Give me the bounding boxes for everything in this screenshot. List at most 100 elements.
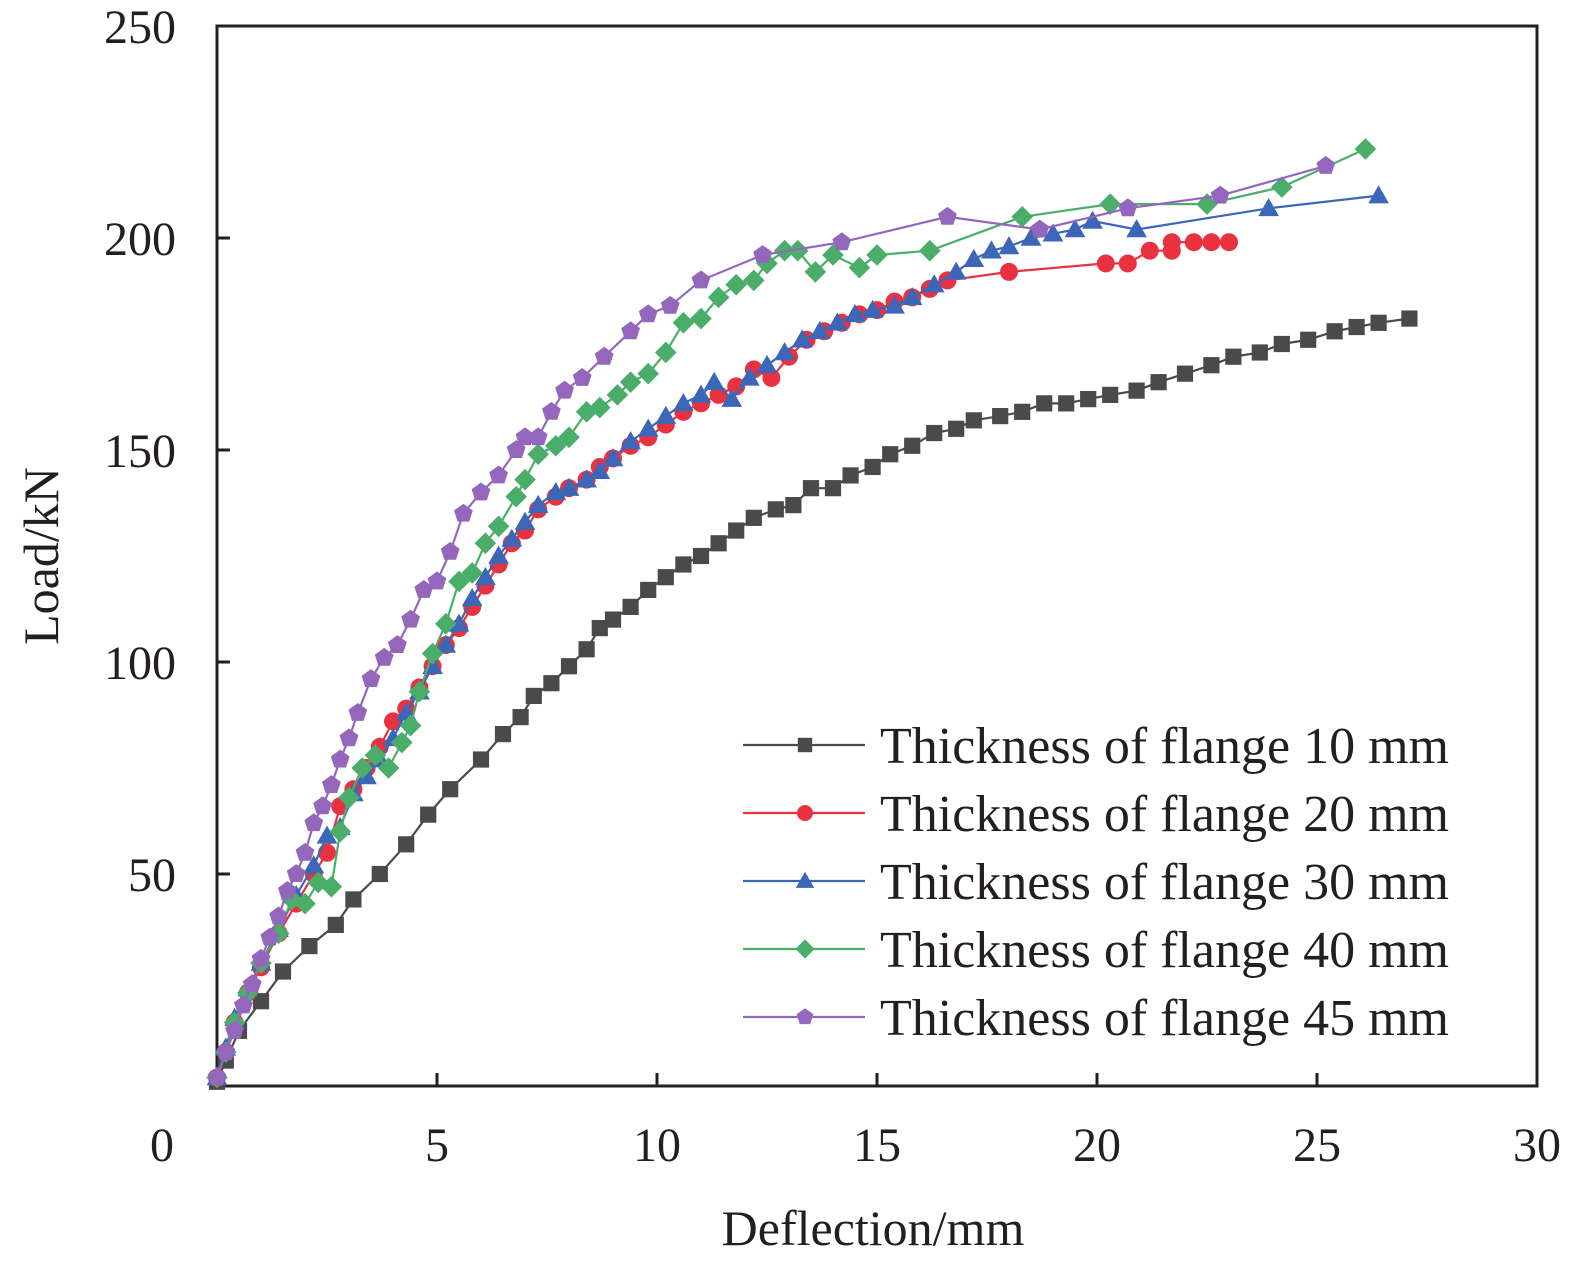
data-point	[864, 458, 881, 476]
data-point	[791, 329, 813, 348]
y-tick-label: 50	[128, 849, 176, 902]
data-point	[707, 286, 730, 309]
data-point	[1042, 223, 1064, 242]
data-point	[545, 434, 567, 457]
data-point	[320, 875, 343, 898]
data-point	[1082, 210, 1103, 229]
data-point	[330, 749, 350, 768]
data-point	[591, 619, 608, 637]
data-point	[1099, 193, 1121, 215]
data-point	[435, 613, 457, 635]
data-point	[515, 427, 535, 446]
data-point	[475, 566, 496, 585]
y-tick-label: 100	[104, 637, 176, 690]
legend-marker-circle-icon	[797, 805, 813, 821]
data-point	[303, 855, 325, 874]
data-point	[399, 714, 422, 737]
data-point	[1271, 176, 1293, 198]
data-point	[690, 384, 712, 403]
data-point	[267, 922, 290, 945]
data-point	[604, 611, 622, 628]
legend: Thickness of flange 10 mm Thickness of fl…	[743, 718, 1449, 1047]
data-point	[251, 948, 271, 967]
data-point	[804, 261, 827, 283]
data-point	[675, 556, 692, 573]
data-point	[461, 588, 483, 607]
data-point	[606, 384, 629, 406]
data-point	[304, 813, 324, 832]
data-point	[435, 634, 457, 653]
data-point	[1064, 219, 1086, 238]
data-point	[489, 465, 508, 484]
data-point	[448, 570, 470, 593]
series-thickness-of-flange-40-mm	[206, 138, 1377, 1089]
legend-label: Thickness of flange 30 mm	[880, 854, 1449, 911]
data-point	[1348, 318, 1365, 336]
data-point	[1225, 348, 1242, 365]
data-point	[327, 916, 344, 933]
data-point	[822, 244, 844, 266]
data-point	[1316, 156, 1336, 174]
data-point	[558, 426, 580, 449]
data-point	[543, 675, 560, 692]
series-thickness-of-flange-10-mm	[208, 310, 1418, 1090]
data-point	[260, 927, 280, 946]
x-tick-label: 25	[1293, 1119, 1341, 1172]
data-point	[578, 641, 595, 658]
data-point	[494, 725, 512, 743]
data-point	[620, 431, 641, 450]
data-point	[1030, 219, 1050, 238]
data-point	[525, 687, 542, 705]
data-point	[269, 906, 288, 925]
data-point	[414, 580, 434, 598]
legend-marker-pentagon-icon	[796, 1008, 814, 1025]
data-point	[1251, 344, 1268, 361]
data-point	[377, 757, 400, 779]
data-point	[252, 993, 270, 1010]
data-point	[216, 1042, 236, 1061]
data-point	[318, 843, 336, 862]
data-point	[1354, 138, 1377, 160]
legend-item: Thickness of flange 40 mm	[743, 922, 1449, 979]
data-point	[505, 485, 527, 508]
data-point	[728, 522, 745, 539]
data-point	[882, 446, 899, 463]
data-point	[1126, 219, 1147, 238]
data-point	[619, 371, 642, 393]
data-point	[637, 418, 659, 437]
data-point	[660, 295, 680, 314]
x-tick-label: 30	[1513, 1119, 1561, 1172]
data-point	[391, 731, 413, 754]
data-point	[1203, 357, 1220, 374]
data-point	[384, 712, 402, 731]
data-point	[1370, 314, 1387, 331]
data-point	[512, 709, 529, 726]
data-point	[339, 728, 359, 747]
data-point	[785, 497, 802, 514]
data-point	[1128, 382, 1145, 399]
data-point	[1011, 206, 1033, 228]
data-point	[926, 424, 943, 442]
data-point	[1014, 403, 1031, 420]
data-point	[528, 427, 548, 446]
data-point	[1368, 185, 1389, 204]
data-point	[364, 744, 387, 767]
data-point	[1258, 197, 1279, 217]
data-point	[427, 571, 447, 590]
data-point	[348, 703, 368, 721]
data-point	[657, 569, 674, 586]
data-point	[448, 613, 470, 632]
data-point	[542, 401, 561, 420]
data-point	[420, 806, 437, 823]
data-point	[286, 864, 306, 882]
data-point	[442, 781, 459, 798]
data-point	[454, 503, 473, 522]
data-point	[743, 269, 765, 292]
legend-label: Thickness of flange 10 mm	[880, 718, 1449, 775]
x-tick-label: 5	[425, 1119, 449, 1172]
data-point	[884, 295, 905, 314]
data-point	[1080, 391, 1097, 408]
data-point	[637, 362, 659, 385]
data-point	[527, 494, 549, 513]
data-point	[848, 256, 871, 279]
